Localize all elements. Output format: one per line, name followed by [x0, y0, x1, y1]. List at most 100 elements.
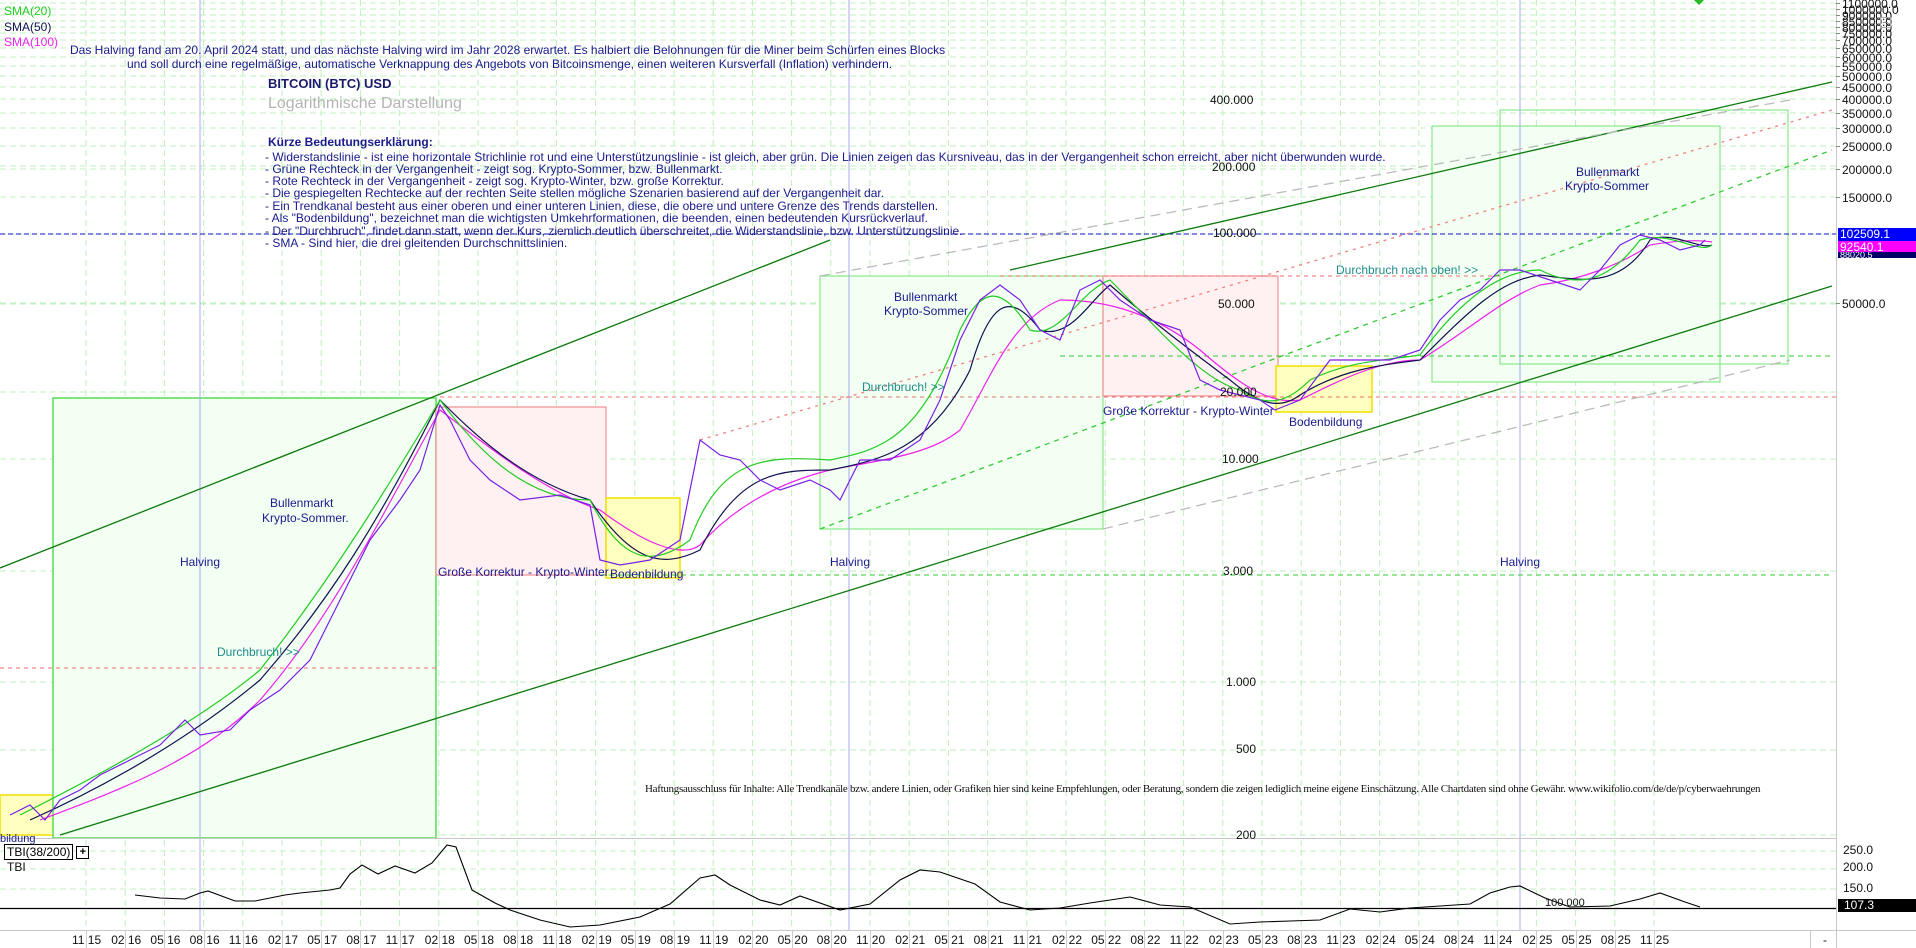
- x-axis-separator: [203, 931, 205, 948]
- x-axis-separator: [1379, 931, 1381, 948]
- y-axis-tick-mark: [1836, 21, 1840, 22]
- x-axis-tick: 05 19: [620, 933, 651, 947]
- y-axis-tick: 50000.0: [1842, 297, 1886, 311]
- y-axis-tick-mark: [1836, 40, 1840, 41]
- legend-sma20[interactable]: SMA(20): [4, 4, 52, 18]
- x-axis-separator: [242, 931, 244, 948]
- level-label-400k: 400.000: [1210, 93, 1254, 107]
- explanation-item: - Rote Rechteck in der Vergangenheit - z…: [265, 174, 724, 188]
- y-axis-tick: 750000.0: [1842, 27, 1893, 41]
- x-axis-separator: [1222, 931, 1224, 948]
- sma50-line: [29, 236, 1713, 821]
- marker-triangle-icon: [1694, 0, 1704, 5]
- x-axis-separator: [1066, 931, 1067, 948]
- x-axis-separator: [1026, 931, 1028, 948]
- expand-plus-icon[interactable]: +: [76, 845, 90, 859]
- collapse-panel-button[interactable]: [1880, 17, 1891, 28]
- explanation-item: - Die gespiegelten Rechtecke auf der rec…: [265, 186, 885, 200]
- annotation-breakout-1: Durchbruch! >>: [217, 645, 300, 659]
- x-axis-tick: 02 21: [895, 933, 926, 947]
- x-axis-tick: 08 20: [816, 933, 847, 947]
- x-axis-end-marker: -: [1823, 933, 1827, 947]
- x-axis-separator: [360, 931, 362, 948]
- x-axis-tick: 05 16: [150, 933, 181, 947]
- x-axis-separator: [1340, 931, 1342, 948]
- x-axis-separator: [478, 931, 479, 948]
- x-axis-tick: 08 17: [346, 933, 377, 947]
- price-last-value-badge: 102509.1: [1838, 228, 1916, 241]
- y-axis-tick: 850000.0: [1842, 15, 1893, 29]
- x-axis-tick: 02 22: [1052, 933, 1083, 947]
- y-axis-tick-mark: [1836, 76, 1840, 77]
- x-axis-separator: [595, 931, 597, 948]
- tbi-line: [134, 844, 1701, 928]
- x-axis-separator: [1418, 931, 1420, 948]
- x-axis-separator: [713, 931, 715, 948]
- chart-subtitle: Logarithmische Darstellung: [268, 95, 462, 112]
- level-label-500: 500: [1236, 742, 1257, 756]
- x-axis-tick: 08 25: [1600, 933, 1631, 947]
- disclaimer-text: Haftungsausschluss für Inhalte: Alle Tre…: [645, 783, 1761, 795]
- annotation-breakout-3: Durchbruch nach oben! >>: [1336, 263, 1479, 277]
- tbi-series-label: TBI: [7, 860, 26, 874]
- x-axis-separator: [1144, 931, 1146, 948]
- tbi-last-value-badge: 107.3: [1838, 899, 1916, 912]
- x-axis-tick: 05 21: [934, 933, 965, 947]
- x-axis-separator: [1497, 931, 1499, 948]
- x-axis-tick: 05 20: [777, 933, 808, 947]
- intro-line-1: Das Halving fand am 20. April 2024 statt…: [70, 43, 946, 57]
- tbi-indicator-name[interactable]: TBI(38/200): [4, 844, 74, 860]
- annotation-bottoming-2: Bodenbildung: [1289, 415, 1363, 429]
- y-axis-tick-mark: [1836, 303, 1840, 304]
- y-axis-tick-mark: [1836, 48, 1840, 49]
- x-axis-tick: 05 23: [1248, 933, 1279, 947]
- explanation-item: - Ein Trendkanal besteht aus einer obere…: [265, 199, 939, 213]
- x-axis-tick: 02 18: [424, 933, 455, 947]
- x-axis-separator: [1575, 931, 1577, 948]
- x-axis-separator: [752, 931, 754, 948]
- x-axis-separator: [399, 931, 401, 948]
- legend-sma50[interactable]: SMA(50): [4, 20, 52, 34]
- x-axis-tick: 05 18: [464, 933, 495, 947]
- sma50-last-value-badge: 88020.5: [1838, 252, 1916, 258]
- x-axis-tick: 02 25: [1522, 933, 1553, 947]
- y-axis-tick: 200000.0: [1842, 163, 1893, 177]
- x-axis-separator: [125, 931, 127, 948]
- x-axis-separator: [791, 931, 793, 948]
- x-axis-separator: [987, 931, 989, 948]
- x-axis-tick: 02 17: [268, 933, 299, 947]
- trend-channels: [0, 81, 1833, 836]
- annotation-breakout-2: Durchbruch! >>: [862, 380, 945, 394]
- x-axis-tick: 05 17: [307, 933, 338, 947]
- y-axis-tick-mark: [1836, 146, 1840, 147]
- x-axis-tick: 08 21: [973, 933, 1004, 947]
- x-axis-separator: [556, 931, 558, 948]
- x-axis-separator: [1262, 931, 1263, 948]
- x-axis-separator: [1536, 931, 1538, 948]
- annotation-bullmarket-2-sub: Krypto-Sommer: [884, 304, 969, 318]
- annotation-bullmarket-1: Bullenmarkt: [270, 496, 334, 510]
- x-axis-separator: [321, 931, 323, 948]
- y-axis-tick-mark: [1836, 87, 1840, 88]
- annotation-bullmarket-3-sub: Krypto-Sommer: [1565, 179, 1650, 193]
- x-axis-tick: 08 24: [1444, 933, 1475, 947]
- x-axis-separator: [1183, 931, 1185, 948]
- price-line: [9, 234, 1706, 821]
- x-axis-tick: 02 16: [111, 933, 142, 947]
- annotation-bottoming-1: Bodenbildung: [610, 567, 684, 581]
- x-axis-separator: [634, 931, 636, 948]
- y-axis-tick: 1000000.0: [1842, 3, 1899, 17]
- level-label-10k: 10.000: [1222, 452, 1259, 466]
- x-axis-tick: 02 20: [738, 933, 769, 947]
- legend-sma100[interactable]: SMA(100): [4, 35, 59, 49]
- y-axis-tick: 150000.0: [1842, 191, 1893, 205]
- annotation-bullmarket-3: Bullenmarkt: [1576, 165, 1640, 179]
- y-axis-tick-mark: [1836, 33, 1840, 34]
- annotation-bullmarket-1-sub: Krypto-Sommer.: [262, 511, 349, 525]
- sma20-line: [19, 237, 1713, 816]
- y-axis-tick: 350000.0: [1842, 107, 1893, 121]
- y-axis-tick: 900000.0: [1842, 9, 1893, 23]
- price-series: [9, 234, 1713, 821]
- tbi-tick: 200.0: [1843, 860, 1874, 874]
